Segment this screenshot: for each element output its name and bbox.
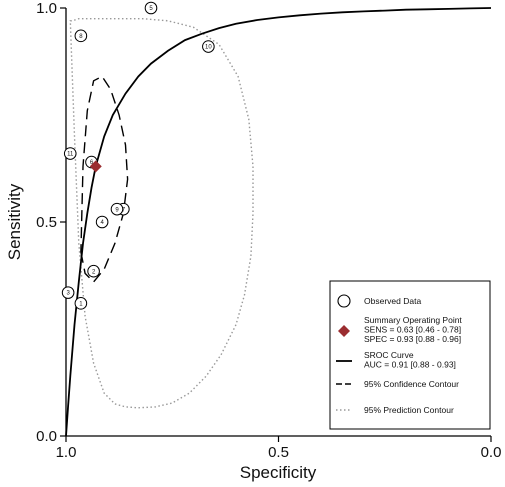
observed-data-point	[74, 29, 88, 43]
observed-data-point	[144, 1, 158, 15]
y-tick-label: 0.0	[36, 428, 57, 445]
observed-data-point	[63, 147, 77, 160]
observed-data-label: 7	[122, 207, 126, 213]
observed-data-point	[95, 215, 109, 229]
y-tick-label: 1.0	[36, 0, 57, 17]
observed-data-label: 4	[100, 220, 104, 226]
observed-data-label: 2	[92, 269, 96, 275]
observed-points: 1 2 3 4 5 6 7 8 9 10 11	[61, 1, 215, 310]
observed-data-point	[87, 264, 100, 278]
x-tick-label: 0.0	[481, 444, 502, 461]
legend-entry-text: 95% Prediction Contour	[364, 405, 454, 415]
legend: Observed Data Summary Operating PointSENS…	[329, 280, 491, 430]
legend-entry-text: SENS = 0.63 [0.46 - 0.78]	[364, 325, 461, 335]
observed-data-label: 10	[205, 45, 212, 51]
observed-data-label: 1	[79, 301, 83, 307]
observed-data-point	[74, 297, 88, 310]
legend-circle-symbol	[337, 294, 351, 308]
legend-entry-text: 95% Confidence Contour	[364, 379, 459, 389]
x-tick-label: 1.0	[56, 444, 77, 461]
observed-data-label: 11	[67, 152, 74, 158]
legend-entry-text: Observed Data	[364, 296, 421, 306]
observed-data-label: 8	[79, 34, 83, 40]
x-axis-title: Specificity	[240, 463, 317, 482]
legend-entry-text: AUC = 0.91 [0.88 - 0.93]	[364, 360, 456, 370]
observed-data-point	[61, 286, 75, 299]
observed-data-point	[202, 40, 215, 53]
observed-data-label: 5	[149, 6, 153, 12]
sroc-curve	[65, 7, 492, 437]
legend-diamond-symbol	[338, 325, 350, 337]
observed-data-point	[110, 202, 124, 216]
legend-entry-text: SPEC = 0.93 [0.88 - 0.96]	[364, 334, 461, 344]
y-tick-label: 0.5	[36, 214, 57, 231]
contours	[65, 7, 492, 437]
x-tick-label: 0.5	[268, 444, 289, 461]
legend-entry-text: SROC Curve	[364, 350, 414, 360]
legend-box	[329, 280, 491, 430]
y-axis-title: Sensitivity	[5, 183, 24, 260]
prediction-contour	[69, 18, 254, 409]
observed-data-label: 9	[115, 207, 119, 213]
observed-data-label: 6	[90, 160, 94, 166]
legend-entry-text: Summary Operating Point	[364, 315, 462, 325]
confidence-contour	[80, 75, 129, 283]
summary-operating-point	[89, 160, 102, 173]
observed-data-label: 3	[66, 291, 70, 297]
ticks: 1.0 0.5 0.0 0.0 0.5 1.0	[36, 0, 501, 461]
